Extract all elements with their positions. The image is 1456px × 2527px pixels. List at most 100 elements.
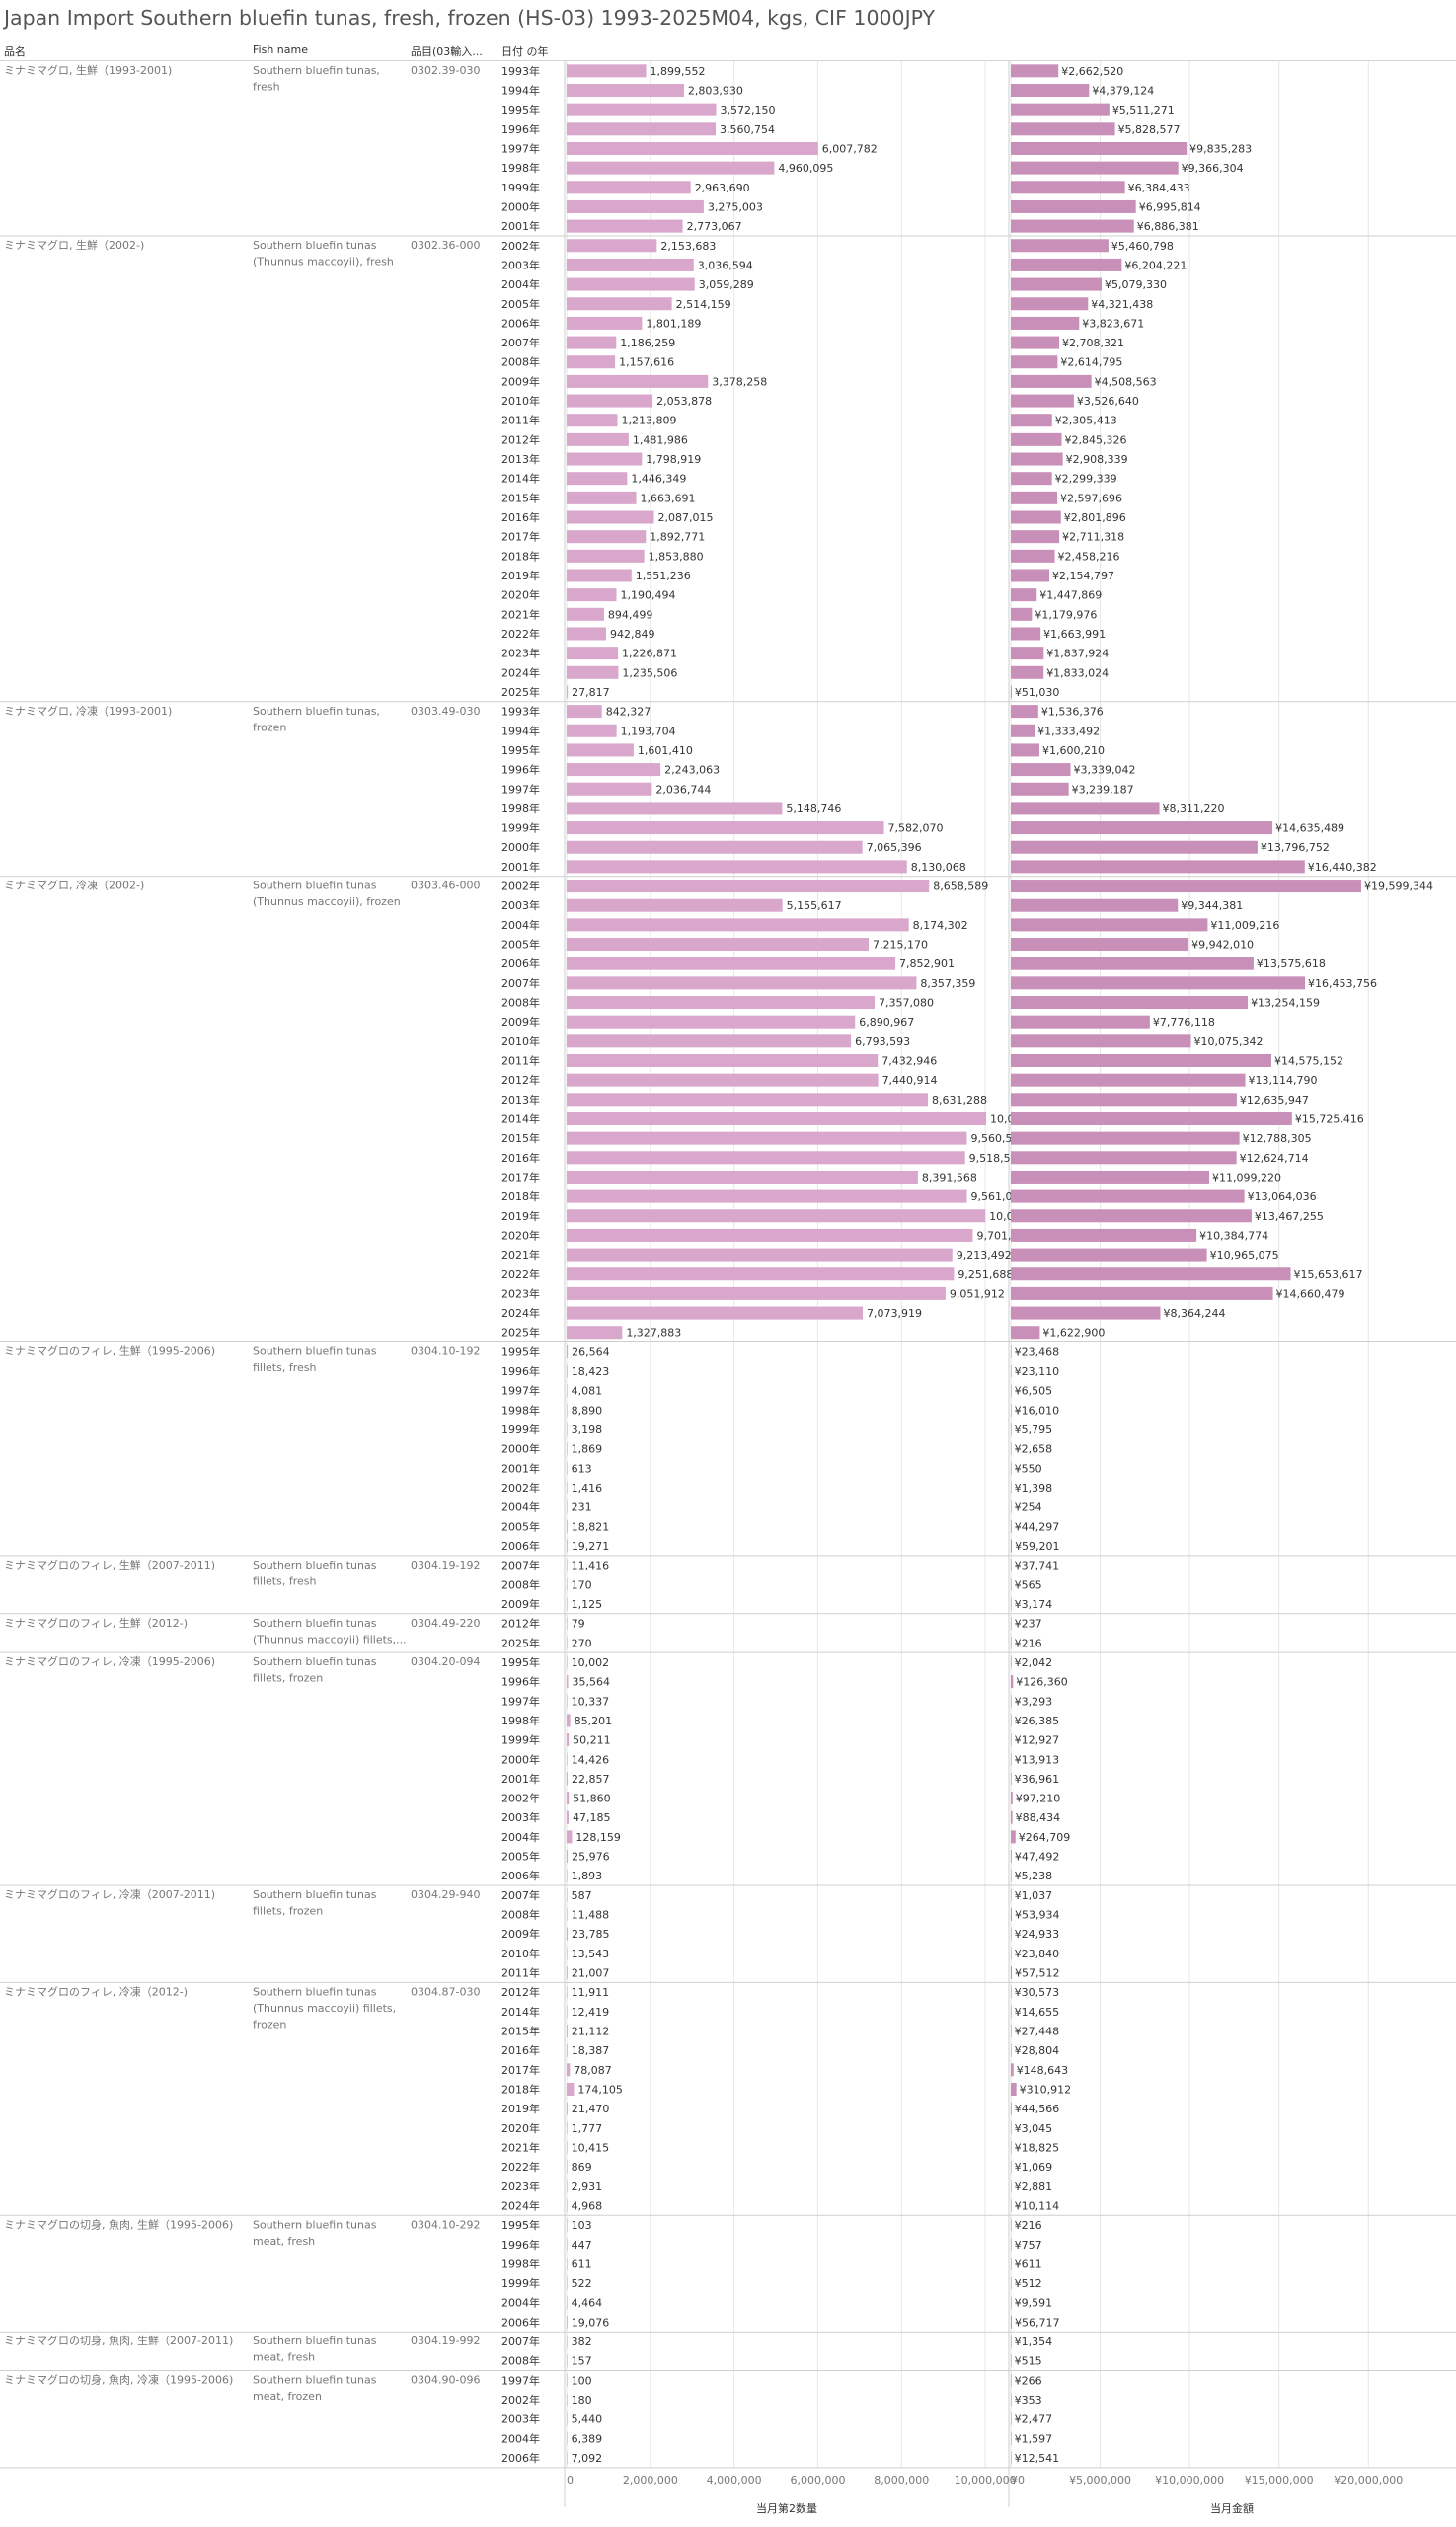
value-label: ¥9,366,304 [1182, 162, 1244, 175]
year-label: 2008年 [501, 996, 540, 1010]
qty-bar [567, 685, 569, 699]
year-label: 1997年 [501, 141, 540, 155]
value-label: ¥51,030 [1015, 686, 1060, 699]
value-bar [1011, 1694, 1012, 1708]
year-label: 2007年 [501, 336, 540, 349]
qty-value-label: 8,658,589 [933, 881, 988, 893]
fish-name-line: Southern bluefin tunas [253, 1617, 377, 1630]
year-label: 2011年 [501, 1053, 540, 1067]
value-bar [1011, 2024, 1012, 2037]
year-label: 2002年 [501, 1792, 540, 1805]
year-label: 2009年 [501, 1015, 540, 1029]
value-label: ¥88,434 [1016, 1811, 1061, 1824]
value-bar [1011, 1636, 1012, 1649]
qty-value-label: 1,125 [572, 1598, 603, 1611]
qty-bar [567, 1500, 568, 1514]
qty-bar [567, 549, 645, 563]
value-bar [1011, 2335, 1012, 2348]
value-tick-label: ¥0 [1011, 2474, 1025, 2487]
qty-value-label: 522 [572, 2277, 592, 2290]
year-label: 2001年 [501, 1461, 540, 1475]
value-label: ¥11,099,220 [1212, 1171, 1281, 1184]
qty-bar [567, 219, 683, 233]
value-bar [1011, 1442, 1012, 1456]
value-label: ¥1,179,976 [1035, 608, 1097, 621]
qty-bar [567, 2276, 568, 2290]
value-label: ¥1,333,492 [1037, 725, 1100, 737]
value-bar [1011, 530, 1060, 544]
qty-bar [567, 530, 647, 544]
qty-bar [567, 1403, 568, 1417]
qty-bar [567, 2063, 571, 2077]
value-bar [1011, 1888, 1012, 1902]
qty-bar [567, 2121, 568, 2135]
qty-bar [567, 782, 652, 796]
year-label: 2006年 [501, 957, 540, 970]
group-name: ミナミマグロのフィレ, 生鮮（2012-) [4, 1616, 188, 1630]
year-label: 2012年 [501, 1985, 540, 1999]
year-label: 1999年 [501, 1422, 540, 1436]
value-tick-label: ¥10,000,000 [1155, 2474, 1224, 2487]
value-label: ¥14,575,152 [1274, 1054, 1343, 1067]
qty-bar [567, 297, 672, 311]
qty-bar [567, 1364, 568, 1378]
group-name: ミナミマグロの切身, 魚肉, 冷凍（1995-2006) [4, 2373, 233, 2387]
qty-bar [567, 607, 604, 621]
qty-value-label: 2,773,067 [687, 220, 742, 233]
year-label: 1998年 [501, 1403, 540, 1417]
hs-code: 0303.46-000 [411, 880, 480, 892]
value-bar [1011, 83, 1090, 97]
year-label: 1999年 [501, 2276, 540, 2290]
qty-value-label: 35,564 [573, 1676, 611, 1689]
value-label: ¥1,398 [1015, 1482, 1053, 1494]
value-bar [1011, 1714, 1012, 1727]
qty-bar [567, 122, 717, 136]
year-label: 2011年 [501, 1966, 540, 1980]
value-label: ¥5,511,271 [1112, 104, 1175, 116]
value-bar [1011, 549, 1055, 563]
year-label: 2021年 [501, 2140, 540, 2154]
year-label: 2009年 [501, 1927, 540, 1941]
value-label: ¥57,512 [1015, 1967, 1060, 1980]
qty-value-label: 3,059,289 [699, 278, 754, 291]
value-label: ¥36,961 [1015, 1773, 1060, 1786]
qty-value-label: 1,213,809 [621, 415, 676, 427]
value-bar [1011, 1772, 1012, 1786]
value-bar [1011, 277, 1103, 291]
year-label: 2024年 [501, 1306, 540, 1320]
qty-value-label: 22,857 [572, 1773, 610, 1786]
value-bar [1011, 103, 1110, 116]
year-label: 1997年 [501, 2373, 540, 2387]
value-bar [1011, 1364, 1012, 1378]
qty-value-label: 7,432,946 [881, 1054, 937, 1067]
year-label: 2019年 [501, 1209, 540, 1223]
year-label: 1994年 [501, 724, 540, 737]
year-label: 2013年 [501, 452, 540, 466]
value-bar [1011, 1927, 1012, 1941]
qty-axis-title: 当月第2数量 [756, 2501, 817, 2515]
qty-tick-label: 8,000,000 [874, 2474, 929, 2487]
value-label: ¥11,009,216 [1210, 919, 1279, 932]
qty-value-label: 1,551,236 [636, 570, 691, 582]
year-label: 2022年 [501, 627, 540, 641]
value-tick-label: ¥20,000,000 [1334, 2474, 1403, 2487]
value-label: ¥2,458,216 [1058, 550, 1120, 563]
qty-value-label: 1,190,494 [620, 589, 675, 602]
qty-bar [567, 1442, 568, 1456]
qty-value-label: 1,899,552 [651, 65, 706, 78]
year-label: 2005年 [501, 1850, 540, 1864]
value-label: ¥1,447,869 [1039, 589, 1102, 602]
qty-bar [567, 627, 606, 641]
qty-bar [567, 1597, 568, 1611]
value-bar [1011, 1733, 1012, 1747]
hs-code: 0304.87-030 [411, 1985, 480, 1998]
year-label: 1995年 [501, 743, 540, 757]
value-bar [1011, 2354, 1012, 2368]
qty-value-label: 270 [572, 1637, 592, 1649]
year-label: 1995年 [501, 2218, 540, 2232]
value-label: ¥2,305,413 [1055, 415, 1117, 427]
value-bar [1011, 976, 1306, 990]
qty-value-label: 382 [572, 2336, 592, 2348]
value-label: ¥12,624,714 [1240, 1152, 1309, 1165]
value-bar [1011, 2218, 1012, 2232]
